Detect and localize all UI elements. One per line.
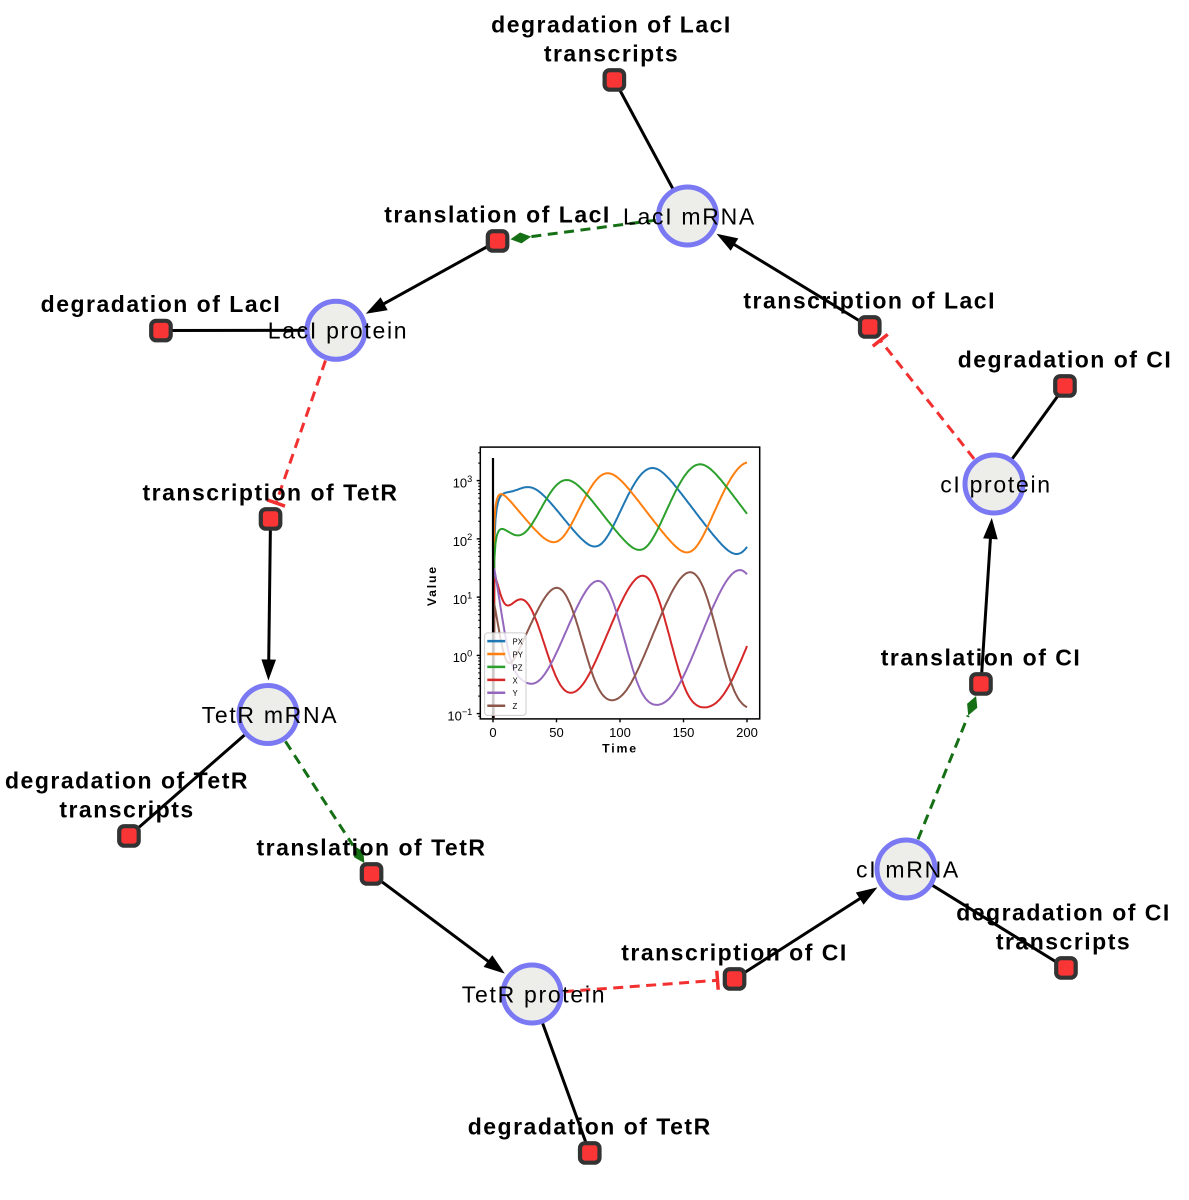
svg-text:transcription of LacI: transcription of LacI bbox=[743, 288, 996, 314]
svg-text:LacI protein: LacI protein bbox=[268, 318, 409, 344]
svg-text:PX: PX bbox=[513, 638, 524, 647]
svg-text:cI protein: cI protein bbox=[940, 471, 1052, 497]
svg-text:cI mRNA: cI mRNA bbox=[856, 856, 960, 882]
svg-text:transcription of CI: transcription of CI bbox=[621, 940, 848, 966]
svg-text:translation of LacI: translation of LacI bbox=[384, 202, 611, 228]
svg-text:degradation of LacI: degradation of LacI bbox=[491, 12, 732, 38]
svg-text:transcripts: transcripts bbox=[996, 929, 1131, 955]
svg-text:Time: Time bbox=[602, 742, 638, 756]
svg-text:PY: PY bbox=[513, 650, 524, 659]
svg-text:transcripts: transcripts bbox=[59, 797, 194, 823]
svg-text:degradation of TetR: degradation of TetR bbox=[468, 1114, 712, 1140]
svg-text:translation of TetR: translation of TetR bbox=[257, 835, 487, 861]
svg-text:0: 0 bbox=[489, 725, 496, 740]
svg-text:transcription of TetR: transcription of TetR bbox=[143, 480, 399, 506]
svg-text:X: X bbox=[513, 676, 519, 685]
svg-text:PZ: PZ bbox=[513, 663, 523, 672]
svg-text:Value: Value bbox=[425, 565, 439, 606]
svg-text:translation of CI: translation of CI bbox=[881, 645, 1082, 671]
svg-text:150: 150 bbox=[673, 725, 695, 740]
svg-text:degradation of TetR: degradation of TetR bbox=[5, 768, 249, 794]
svg-text:TetR mRNA: TetR mRNA bbox=[202, 702, 339, 728]
svg-text:Z: Z bbox=[513, 702, 518, 711]
svg-text:100: 100 bbox=[609, 725, 631, 740]
svg-text:200: 200 bbox=[736, 725, 758, 740]
svg-text:TetR protein: TetR protein bbox=[462, 981, 606, 1007]
svg-text:LacI mRNA: LacI mRNA bbox=[623, 203, 756, 229]
svg-text:50: 50 bbox=[549, 725, 563, 740]
svg-text:degradation of LacI: degradation of LacI bbox=[41, 291, 282, 317]
svg-text:degradation of CI: degradation of CI bbox=[956, 900, 1171, 926]
svg-text:degradation of CI: degradation of CI bbox=[958, 347, 1173, 373]
svg-text:transcripts: transcripts bbox=[544, 41, 679, 67]
svg-text:Y: Y bbox=[513, 689, 519, 698]
